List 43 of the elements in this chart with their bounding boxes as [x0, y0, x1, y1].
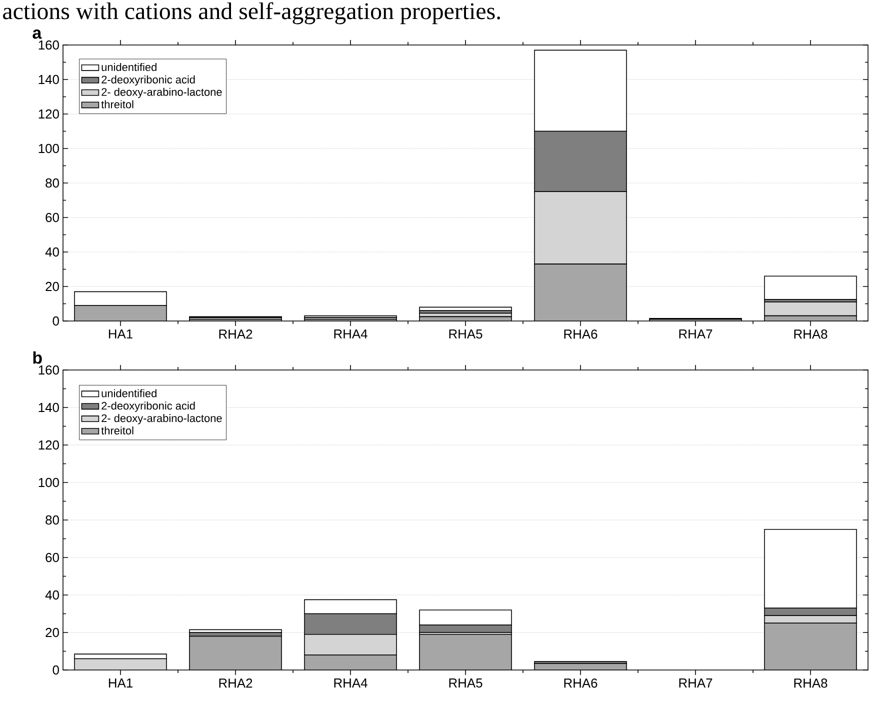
- y-tick-label: 0: [52, 316, 59, 326]
- y-tick-label: 160: [38, 40, 59, 50]
- y-tick-label: 100: [38, 144, 59, 154]
- legend-label: unidentified: [102, 62, 156, 72]
- x-tick-label: RHA8: [794, 330, 828, 339]
- legend-label: threitol: [101, 426, 134, 435]
- y-tick-label: 40: [45, 247, 59, 257]
- y-tick-label: 140: [38, 74, 59, 84]
- y-tick-label: 100: [38, 478, 59, 488]
- y-tick-label: 60: [46, 212, 59, 222]
- legend-label: 2- deoxy-arabino-lactone: [102, 414, 222, 424]
- chart-title: a: [32, 30, 42, 39]
- y-tick-label: 160: [38, 365, 59, 375]
- y-tick-label: 60: [46, 552, 59, 562]
- x-tick-label: HA1: [108, 330, 132, 338]
- y-tick-label: 80: [46, 178, 59, 188]
- x-tick-label: RHA6: [564, 330, 598, 339]
- chart-title: b: [33, 351, 42, 364]
- y-tick-label: 120: [38, 109, 59, 119]
- y-tick-label: 120: [38, 440, 59, 450]
- x-tick-label: RHA8: [794, 678, 828, 688]
- text: actions with cations and self-aggregation properties.: [3, 2, 500, 24]
- legend-label: unidentified: [102, 389, 156, 398]
- x-tick-label: RHA4: [334, 678, 368, 688]
- legend-label: 2-deoxyribonic acid: [102, 75, 195, 86]
- x-tick-label: RHA4: [334, 330, 368, 338]
- legend-label: threitol: [101, 100, 134, 108]
- x-tick-label: RHA7: [679, 330, 712, 338]
- legend-label: 2- deoxy-arabino-lactone: [102, 88, 222, 98]
- x-tick-label: RHA7: [679, 678, 712, 688]
- x-tick-label: RHA5: [449, 330, 482, 339]
- x-tick-label: RHA6: [564, 678, 598, 688]
- y-tick-label: 80: [46, 515, 59, 525]
- y-tick-label: 40: [45, 590, 59, 600]
- y-tick-label: 0: [52, 665, 59, 675]
- x-tick-label: HA1: [108, 678, 132, 688]
- x-tick-label: RHA2: [219, 330, 252, 339]
- x-tick-label: RHA2: [219, 678, 252, 688]
- y-tick-label: 140: [38, 402, 59, 412]
- x-tick-label: RHA5: [449, 678, 482, 688]
- legend-label: 2-deoxyribonic acid: [102, 402, 195, 412]
- y-tick-label: 20: [46, 628, 59, 638]
- y-tick-label: 20: [46, 282, 59, 292]
